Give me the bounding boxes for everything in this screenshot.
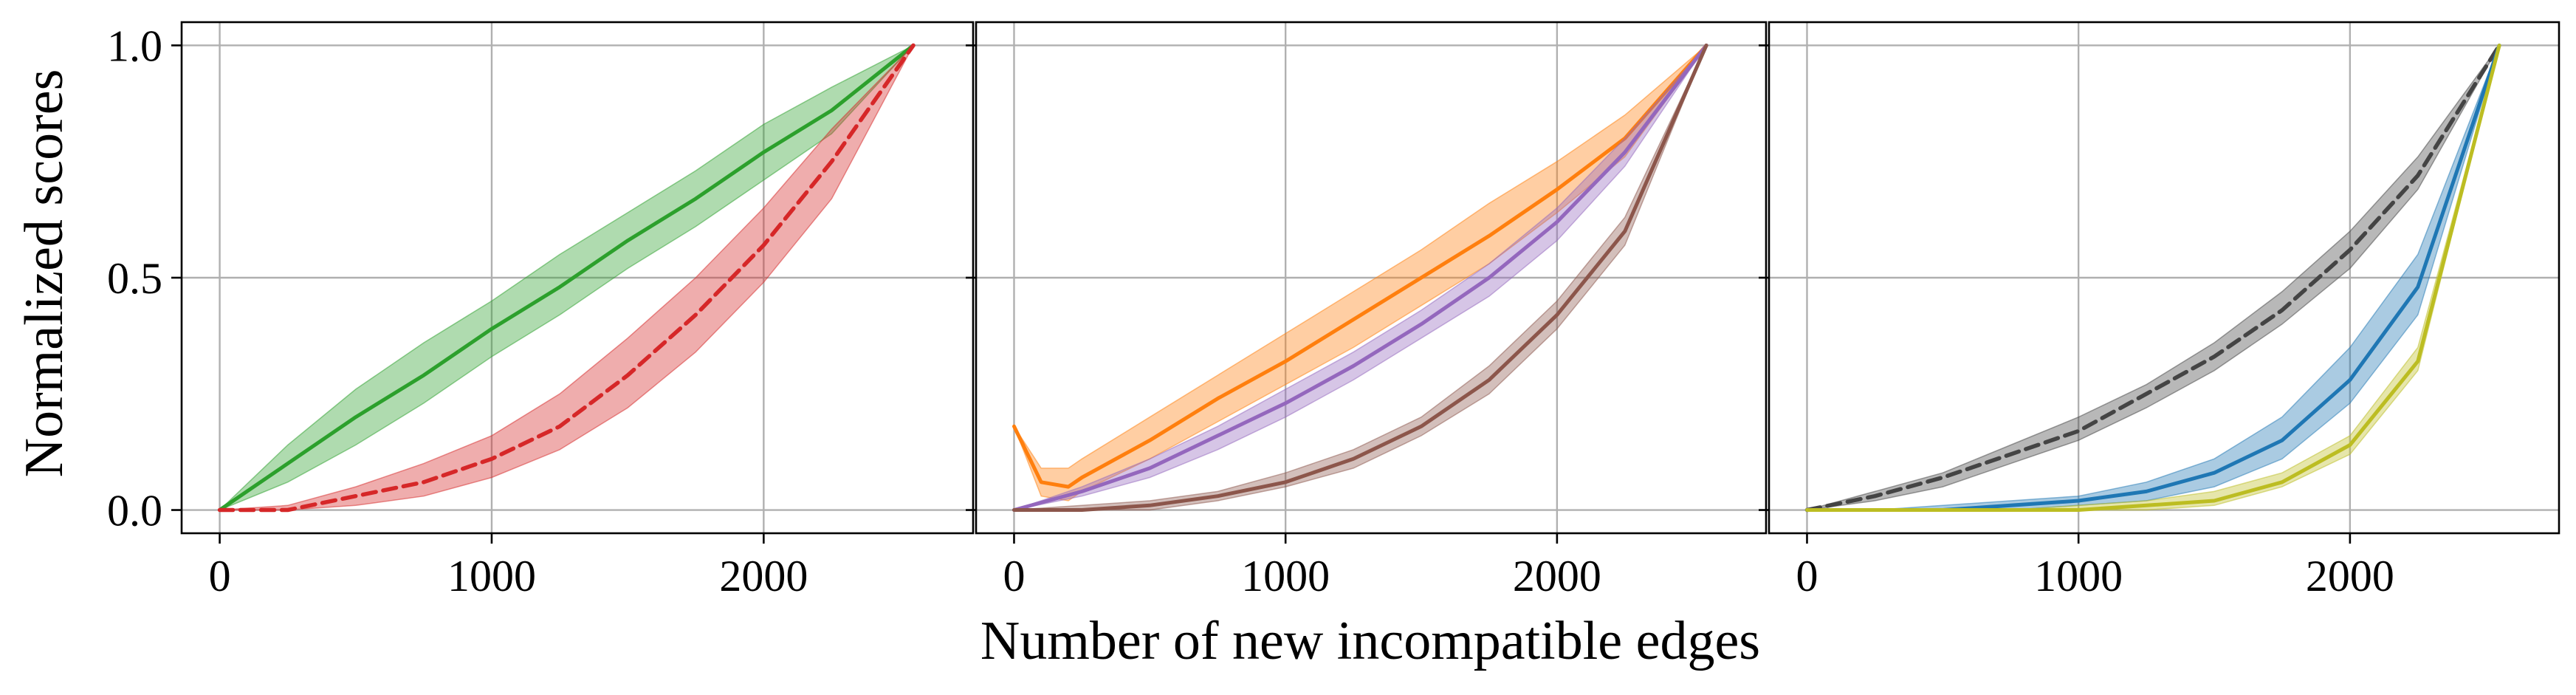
panels-group: 0 1000 2000 0.0 0.5 1.0 0 1000 2000 0 1000 2000	[107, 21, 2560, 600]
panel-3-series-3-line	[1805, 44, 2501, 512]
panel-2-series-2-line	[1012, 44, 1708, 512]
panel-1-x-tick-label-0: 0	[209, 552, 231, 600]
panel-2-x-tick-label-2: 2000	[1513, 552, 1601, 600]
panel-1-x-tick-label-2: 2000	[719, 552, 808, 600]
panel-2-x-tick-label-1: 1000	[1241, 552, 1330, 600]
panel-3-series-1-line	[1804, 43, 2501, 513]
y-tick-label-1: 0.5	[107, 254, 162, 303]
panel-1-series-1-line	[218, 44, 916, 512]
panel-3-x-tick-label-1: 1000	[2034, 552, 2123, 600]
panel-1-x-tick-label-1: 1000	[447, 552, 536, 600]
y-tick-label-2: 1.0	[107, 21, 162, 70]
panel-3: 0 1000 2000	[1759, 21, 2560, 600]
x-axis-title: Number of new incompatible edges	[980, 611, 1760, 671]
panel-1-series-2-line	[217, 43, 916, 513]
panel-1: 0 1000 2000 0.0 0.5 1.0	[107, 21, 975, 600]
panel-2-series-1-line	[1012, 44, 1708, 489]
panel-3-x-tick-label-0: 0	[1796, 552, 1818, 600]
panel-3-x-tick-label-2: 2000	[2306, 552, 2394, 600]
panel-2-series-3-line	[1012, 44, 1708, 512]
panel-2-x-tick-label-0: 0	[1003, 552, 1025, 600]
y-axis-title: Normalized scores	[14, 69, 75, 478]
panel-2: 0 1000 2000	[966, 21, 1768, 600]
y-tick-label-0: 0.0	[107, 487, 162, 535]
